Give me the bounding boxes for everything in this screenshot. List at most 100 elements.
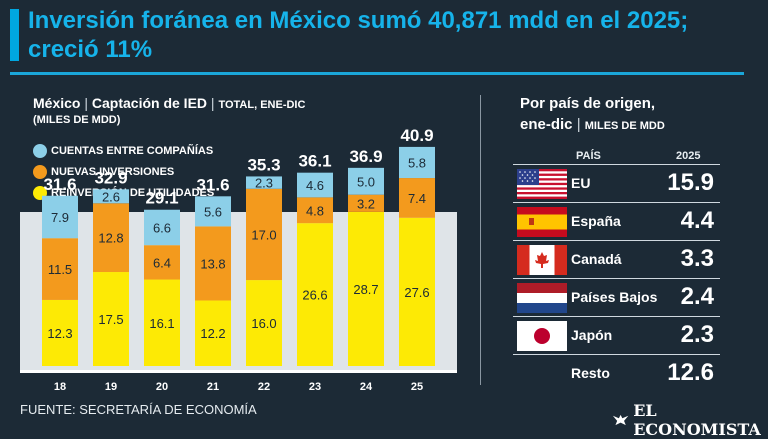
country-table: EU 15.9 España 4.4 Canadá 3.3 Países Baj…	[513, 164, 720, 392]
bar-segment	[144, 279, 180, 366]
eagle-icon	[612, 414, 629, 426]
bar-value-label: 12.8	[98, 231, 123, 246]
bar-segment	[246, 280, 282, 366]
country-row: Japón 2.3	[513, 316, 720, 354]
bar-total-label: 31.6	[196, 175, 229, 194]
x-tick-label: 20	[156, 381, 168, 393]
bar-value-label: 17.0	[251, 227, 276, 242]
bar-segment	[399, 217, 435, 366]
section-divider	[480, 95, 481, 385]
country-value: 3.3	[680, 245, 714, 272]
country-name: España	[571, 213, 621, 229]
bar-segment	[42, 299, 78, 366]
bar-segment	[348, 211, 384, 366]
x-tick-label: 24	[360, 381, 373, 393]
bar-segment	[93, 203, 129, 273]
bar-segment	[93, 189, 129, 204]
chart-title-sub: TOTAL, ENE-DIC	[218, 99, 306, 111]
bar-value-label: 13.8	[200, 256, 225, 271]
x-tick-label: 25	[411, 381, 423, 393]
bar-value-label: 16.1	[149, 316, 174, 331]
legend-swatch-nuevas	[33, 164, 47, 179]
bar-segment	[348, 194, 384, 212]
bar-total-label: 36.1	[298, 152, 331, 171]
brand-logo: EL ECONOMISTA	[612, 401, 768, 439]
headline-accent-bar	[10, 9, 19, 61]
stacked-bar-chart: 12.3 11.5 7.9 31.6 18 17.5 12.8 2.6 32.9 19 16.1 6.…	[20, 126, 457, 393]
legend-label-nuevas: NUEVAS INVERSIONES	[51, 165, 175, 178]
chart-legend: CUENTAS ENTRE COMPAÑÍAS NUEVAS INVERSION…	[33, 140, 214, 203]
x-tick-label: 19	[105, 381, 117, 393]
country-value: 4.4	[680, 207, 714, 234]
legend-item-reinversion: REINVERSIÓN DE UTILIDADES	[33, 182, 214, 203]
brand-name: EL ECONOMISTA	[633, 401, 761, 439]
country-name: Países Bajos	[571, 289, 658, 305]
country-name: Japón	[571, 327, 613, 343]
headline-text: Inversión foránea en México sumó 40,871 …	[28, 7, 689, 63]
country-value: 2.4	[680, 283, 714, 310]
x-tick-label: 23	[309, 381, 321, 393]
column-header-year: 2025	[676, 150, 701, 162]
bar-value-label: 5.0	[357, 174, 375, 189]
x-tick-label: 18	[54, 381, 66, 393]
country-value: 2.3	[680, 321, 714, 348]
country-value: 12.6	[667, 359, 714, 386]
bar-value-label: 7.4	[408, 191, 426, 206]
bar-segment	[42, 195, 78, 239]
x-tick-label: 22	[258, 381, 270, 393]
country-panel-title-line1: Por país de origen,	[520, 95, 656, 112]
source-note: FUENTE: SECRETARÍA DE ECONOMÍA	[20, 402, 257, 417]
country-panel-title-line2: ene-dic	[520, 116, 573, 133]
country-panel-title-sub: MILES DE MDD	[584, 120, 665, 132]
bar-segment	[42, 238, 78, 300]
bar-segment	[246, 188, 282, 281]
x-axis-line	[20, 370, 457, 373]
country-value: 15.9	[667, 169, 714, 196]
chart-title: México | Captación de IED | TOTAL, ENE-D…	[33, 95, 306, 111]
bar-segment	[297, 197, 333, 224]
country-row: EU 15.9	[513, 164, 720, 202]
bar-total-label: 35.3	[247, 155, 280, 174]
netherlands-flag-icon	[517, 283, 567, 313]
country-name: Resto	[571, 365, 610, 381]
japan-flag-icon	[517, 321, 567, 351]
bar-value-label: 17.5	[98, 312, 123, 327]
bar-value-label: 7.9	[51, 210, 69, 225]
bar-total-label: 29.1	[145, 189, 178, 208]
legend-label-cuentas: CUENTAS ENTRE COMPAÑÍAS	[51, 144, 214, 157]
plot-background	[20, 212, 457, 370]
chart-title-metric: Captación de IED	[91, 95, 208, 111]
chart-title-main: México	[33, 95, 81, 111]
bar-total-label: 31.6	[43, 175, 76, 194]
bar-total-label: 32.9	[94, 168, 127, 187]
bar-value-label: 26.6	[302, 288, 327, 303]
bar-segment	[246, 176, 282, 189]
country-name: Canadá	[571, 251, 622, 267]
bar-value-label: 5.6	[204, 204, 222, 219]
usa-flag-icon	[517, 169, 567, 199]
bar-value-label: 12.3	[47, 326, 72, 341]
bar-value-label: 16.0	[251, 316, 276, 331]
bar-value-label: 2.3	[255, 176, 273, 191]
bar-segment	[297, 172, 333, 198]
column-header-country: PAÍS	[576, 150, 601, 162]
bar-value-label: 5.8	[408, 155, 426, 170]
x-tick-label: 21	[207, 381, 219, 393]
bar-segment	[195, 196, 231, 227]
bar-segment	[399, 178, 435, 218]
bar-value-label: 6.4	[153, 255, 171, 270]
bar-total-label: 40.9	[400, 126, 433, 145]
legend-swatch-cuentas	[33, 143, 47, 158]
legend-item-nuevas: NUEVAS INVERSIONES	[33, 161, 214, 182]
bar-segment	[144, 245, 180, 280]
bar-segment	[297, 223, 333, 366]
bar-segment	[195, 300, 231, 366]
bar-value-label: 4.6	[306, 178, 324, 193]
bar-value-label: 27.6	[404, 285, 429, 300]
bar-value-label: 28.7	[353, 282, 378, 297]
country-row: Resto 12.6	[513, 354, 720, 392]
legend-item-cuentas: CUENTAS ENTRE COMPAÑÍAS	[33, 140, 214, 161]
country-row: Canadá 3.3	[513, 240, 720, 278]
bar-value-label: 12.2	[200, 326, 225, 341]
bar-value-label: 6.6	[153, 220, 171, 235]
